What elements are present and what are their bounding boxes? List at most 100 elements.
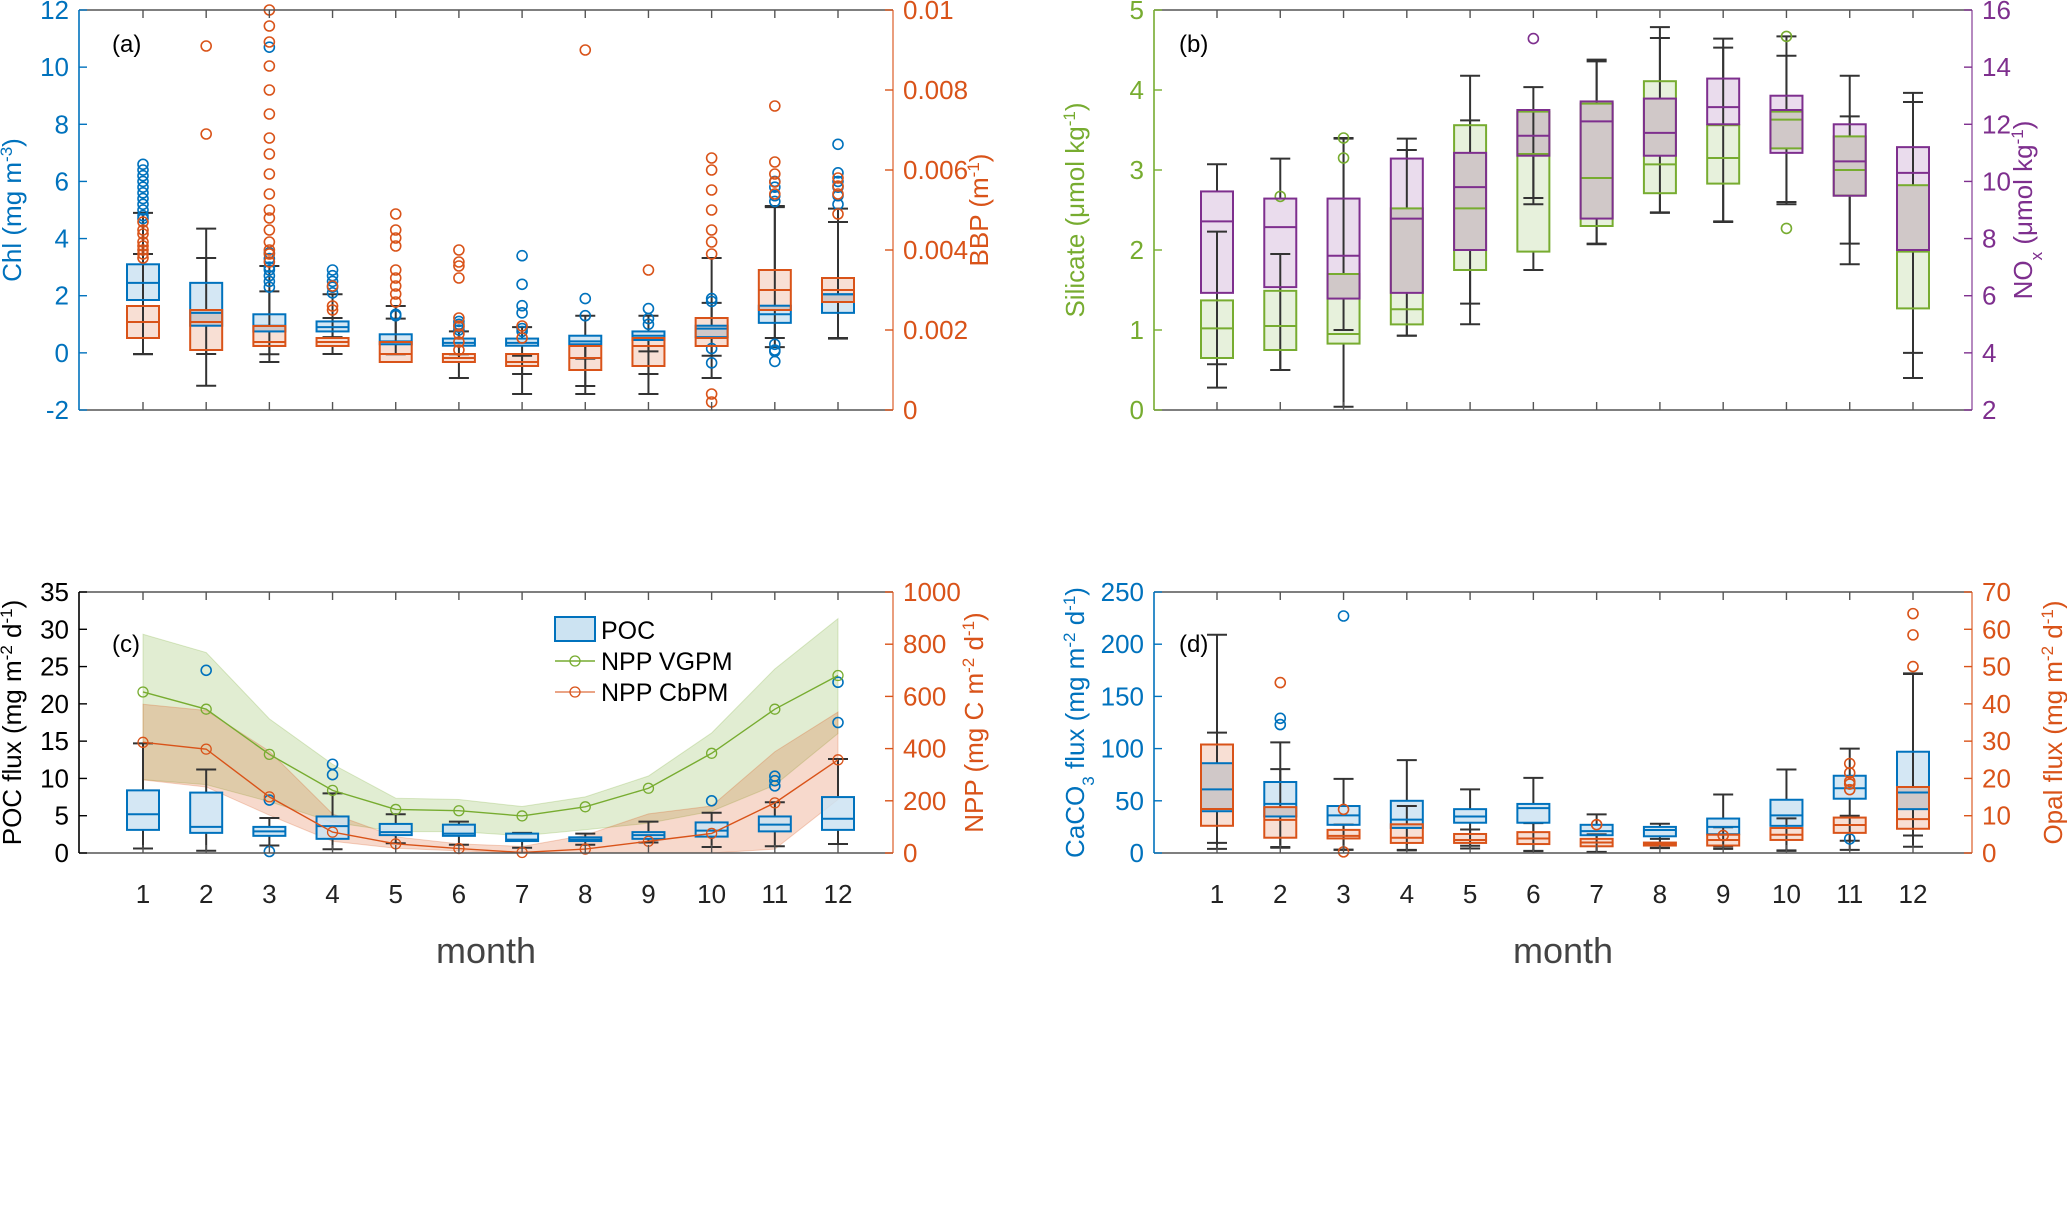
- chl-outlier: [137, 209, 149, 222]
- bbp-outlier: [705, 388, 718, 400]
- y-tick-label-left: -2: [46, 395, 69, 425]
- axis-title-part: -1: [2008, 129, 2027, 144]
- bbp-outlier: [263, 248, 276, 260]
- chl-outlier: [642, 302, 655, 315]
- x-tick-label: 6: [1526, 879, 1540, 909]
- opal-outlier: [1907, 607, 1919, 620]
- axis-title-part: ): [0, 600, 27, 609]
- y-tick-label-left: 20: [40, 689, 69, 719]
- bbp-outlier: [263, 204, 276, 216]
- y-tick-label-left: 5: [55, 801, 69, 831]
- legend-label: NPP VGPM: [601, 648, 733, 676]
- y-tick-label-left: 10: [40, 52, 69, 82]
- bbp-outlier: [579, 44, 592, 56]
- bbp-outlier: [705, 224, 718, 236]
- panel-label: (d): [1179, 631, 1208, 658]
- axis-title-part: d: [1060, 611, 1090, 633]
- silicate-outlier: [1337, 132, 1350, 144]
- box-overlap: [1770, 111, 1803, 149]
- npp-vgpm-marker: [705, 747, 718, 759]
- box-overlap: [1580, 103, 1613, 219]
- y-tick-label-right: 0.004: [903, 235, 968, 265]
- bbp-outlier: [769, 168, 781, 180]
- y-tick-label-right: 200: [903, 786, 946, 816]
- bbp-outlier: [389, 208, 402, 220]
- left-axis-title: Silicate (μmol kg-1): [1060, 102, 1091, 317]
- caco3-box-fill: [1643, 826, 1676, 837]
- bbp-outlier: [263, 212, 276, 224]
- legend-label: POC: [601, 617, 655, 645]
- npp-cbpm-marker: [832, 754, 844, 766]
- npp-vgpm-marker: [453, 805, 465, 817]
- y-tick-label-right: 6: [1982, 281, 1996, 311]
- bbp-outlier: [769, 156, 781, 168]
- box-overlap: [758, 305, 791, 310]
- bbp-outlier: [263, 256, 276, 268]
- poc-outlier: [832, 716, 844, 729]
- y-tick-label-right: 70: [1982, 577, 2011, 607]
- x-tick-label: 2: [1273, 879, 1287, 909]
- bbp-outlier: [389, 232, 402, 244]
- y-tick-label-left: 1: [1130, 315, 1144, 345]
- bbp-outlier: [137, 228, 149, 240]
- y-tick-label-left: 2: [1130, 235, 1144, 265]
- y-tick-label-left: 200: [1101, 629, 1144, 659]
- bbp-outlier: [389, 296, 402, 308]
- y-tick-label-left: 250: [1101, 577, 1144, 607]
- y-tick-label-right: 4: [1982, 338, 1996, 368]
- y-tick-label-left: 15: [40, 726, 69, 756]
- caco3-box-fill: [1517, 803, 1550, 823]
- y-tick-label-right: 0: [903, 838, 917, 868]
- y-tick-label-right: 16: [1982, 0, 2011, 25]
- box-overlap: [1454, 152, 1487, 250]
- right-axis-title: NOx (μmol kg-1): [2008, 121, 2046, 300]
- bbp-outlier: [389, 288, 402, 300]
- chl-outlier: [705, 292, 718, 305]
- nox-outlier: [1527, 32, 1540, 45]
- bbp-outlier: [137, 248, 149, 260]
- y-tick-label-right: 1000: [903, 577, 961, 607]
- axis-title-part: x: [2027, 251, 2046, 260]
- bbp-outlier: [137, 224, 149, 236]
- y-tick-label-left: 4: [55, 224, 69, 254]
- y-tick-label-right: 10: [1982, 166, 2011, 196]
- box-overlap: [379, 342, 412, 345]
- bbp-outlier: [137, 236, 149, 248]
- npp-vgpm-marker: [642, 782, 655, 794]
- legend-cbpm-marker: [569, 686, 581, 698]
- y-tick-label-left: 30: [40, 614, 69, 644]
- bbp-outlier: [516, 332, 528, 344]
- y-tick-label-right: 400: [903, 734, 946, 764]
- bbp-outlier: [137, 240, 149, 252]
- y-tick-label-right: 0.002: [903, 315, 968, 345]
- poc-box: [315, 815, 350, 840]
- bbp-outlier: [389, 280, 402, 292]
- bbp-outlier: [453, 272, 465, 284]
- poc-box: [189, 791, 224, 834]
- x-tick-label: 12: [1899, 879, 1928, 909]
- right-axis-title: Opal flux (mg m-2 d-1): [2038, 600, 2067, 844]
- npp-cbpm-marker: [769, 797, 781, 809]
- nox-box: [1706, 77, 1741, 126]
- chl-outlier: [263, 252, 276, 265]
- panel-label: (c): [112, 631, 140, 658]
- right-axis-title: NPP (mg C m-2 d-1): [959, 612, 990, 832]
- bbp-outlier: [832, 208, 844, 220]
- right-axis-title: BBP (m-1): [964, 154, 995, 267]
- chl-outlier: [263, 269, 276, 282]
- axis-title-part: -2: [2038, 646, 2057, 661]
- axis-title-part: -2: [0, 645, 16, 660]
- bbp-outlier: [200, 40, 212, 52]
- x-tick-label: 2: [199, 879, 213, 909]
- bbp-outlier: [705, 236, 718, 248]
- chl-outlier: [263, 281, 276, 293]
- nox-box: [1453, 151, 1488, 252]
- opal-outlier: [1843, 757, 1856, 770]
- chl-outlier: [769, 195, 781, 208]
- silicate-outlier: [1274, 190, 1287, 203]
- x-tick-label: 11: [761, 879, 788, 909]
- axis-title-part: -1: [1060, 111, 1079, 126]
- axis-title-part: d: [959, 636, 989, 658]
- bbp-outlier: [832, 188, 844, 200]
